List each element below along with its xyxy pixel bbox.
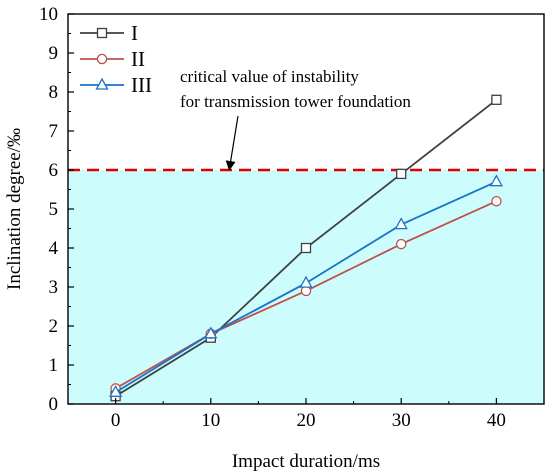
x-tick-label: 20 — [297, 410, 316, 431]
data-point-triangle — [489, 174, 503, 187]
data-point-circle — [96, 53, 108, 65]
y-tick-label: 7 — [49, 121, 59, 142]
series-3 — [109, 174, 503, 397]
y-tick-label: 9 — [49, 43, 59, 64]
data-point-square — [300, 242, 312, 254]
annotation-line-2: for transmission tower foundation — [180, 92, 411, 111]
data-point-triangle — [95, 77, 109, 90]
data-point-square — [396, 168, 407, 180]
data-point-square — [96, 27, 108, 39]
data-point-square — [491, 94, 502, 105]
legend-entry: III — [80, 73, 152, 97]
annotation: critical value of instability for transm… — [180, 67, 411, 171]
data-point-triangle — [109, 384, 123, 397]
data-point-triangle — [204, 326, 218, 339]
legend-entry: II — [80, 47, 145, 71]
y-tick-label: 10 — [39, 4, 58, 25]
y-tick-label: 0 — [49, 394, 59, 415]
data-point-triangle — [394, 217, 408, 230]
y-tick-label: 6 — [49, 160, 59, 181]
x-axis-title: Impact duration/ms — [232, 451, 380, 472]
y-tick-label: 5 — [49, 199, 59, 220]
data-point-circle — [491, 195, 502, 207]
annotation-line-1: critical value of instability — [180, 67, 359, 86]
data-point-triangle — [299, 275, 313, 288]
y-tick-label: 1 — [49, 355, 59, 376]
ticks-layer: 0 10 20 30 40 0 1 2 3 4 5 6 7 8 9 10 — [39, 4, 545, 431]
series-layer — [109, 94, 503, 402]
y-tick-label: 4 — [49, 238, 59, 259]
y-tick-label: 2 — [49, 316, 59, 337]
y-tick-label: 8 — [49, 82, 59, 103]
x-tick-label: 30 — [392, 410, 411, 431]
x-tick-label: 40 — [487, 410, 506, 431]
y-axis-title: Inclination degree/‰ — [4, 128, 25, 290]
annotation-arrow — [225, 115, 239, 171]
legend-label: II — [131, 47, 145, 71]
legend-label: I — [131, 21, 138, 45]
legend-entry: I — [80, 21, 138, 45]
legend-label: III — [131, 73, 152, 97]
x-tick-label: 10 — [201, 410, 220, 431]
data-point-circle — [395, 238, 407, 250]
y-tick-label: 3 — [49, 277, 59, 298]
x-tick-label: 0 — [111, 410, 121, 431]
